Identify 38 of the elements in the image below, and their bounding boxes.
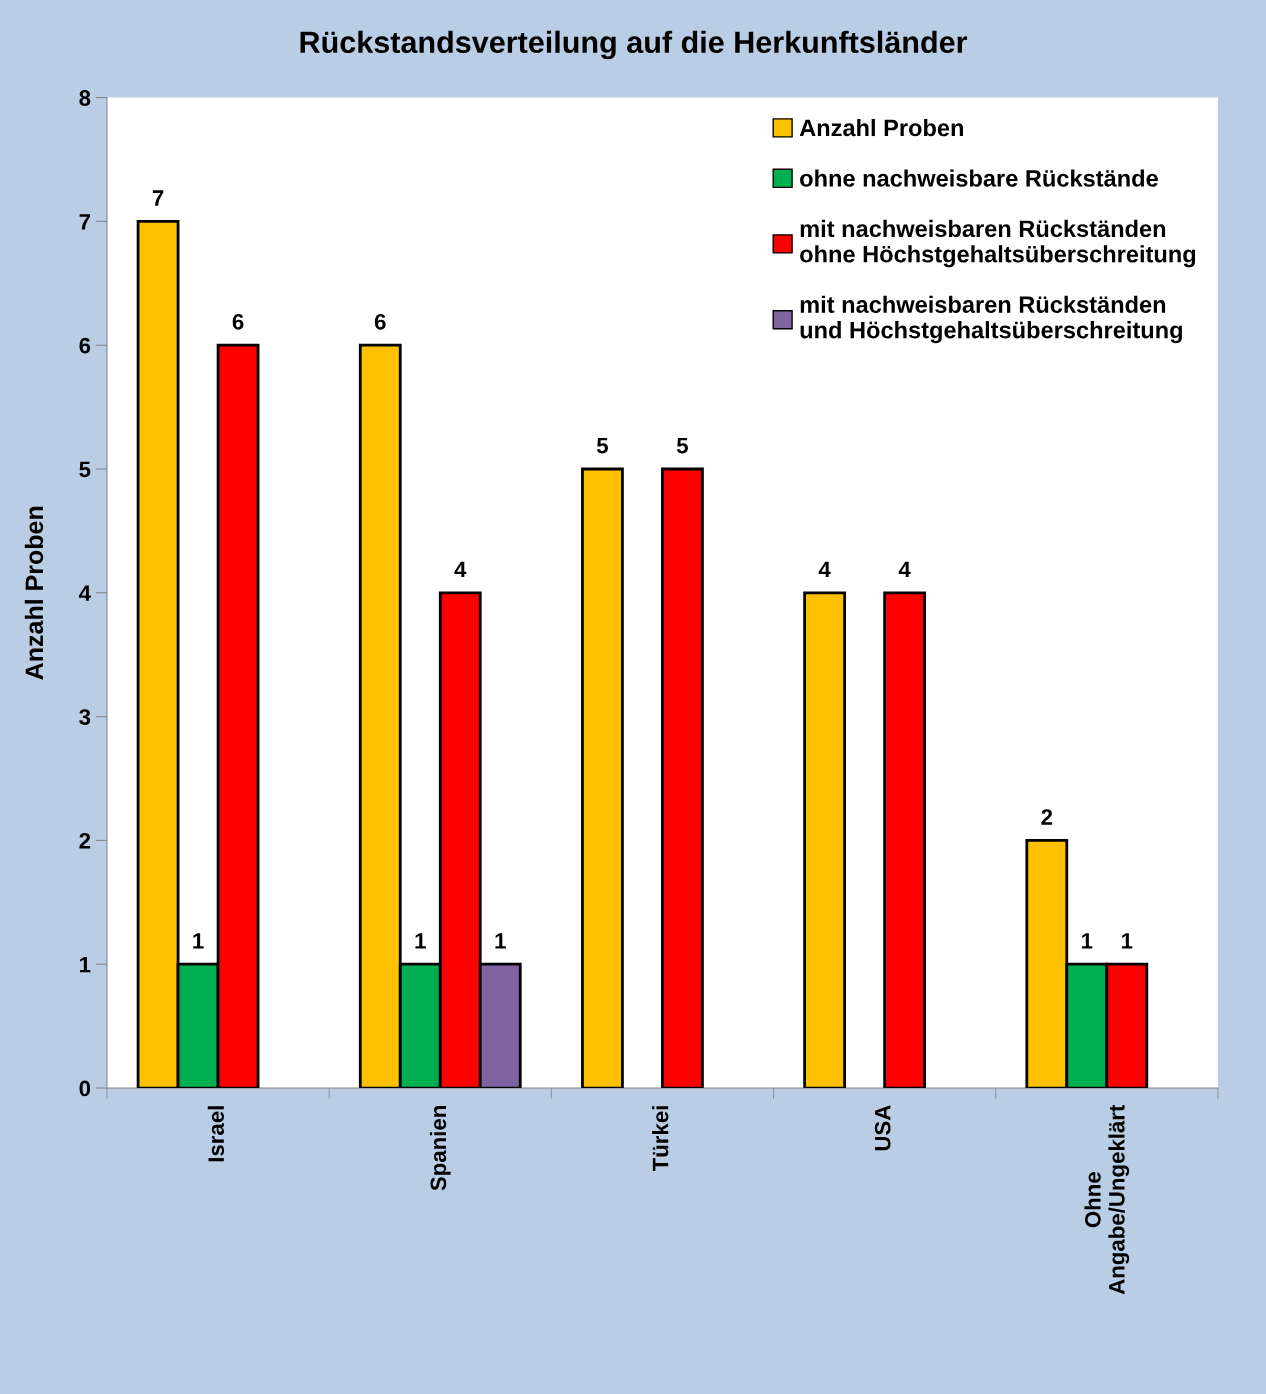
legend-label: ohne nachweisbare Rückstände bbox=[800, 169, 1158, 187]
chart-title: Rückstandsverteilung auf die Herkunftsländer bbox=[300, 30, 968, 60]
data-label: 4 bbox=[454, 561, 467, 578]
data-label: 4 bbox=[898, 561, 911, 578]
legend-label: mit nachweisbaren Rückständen ohne Höchstgehaltsüberschreitung bbox=[800, 219, 1196, 268]
bar bbox=[803, 591, 847, 1089]
y-tick-label: 4 bbox=[78, 585, 91, 601]
x-tick-label: Türkei bbox=[652, 1106, 669, 1172]
bar bbox=[581, 467, 624, 1089]
y-tick-label: 8 bbox=[79, 90, 91, 106]
x-tick-label: USA bbox=[874, 1105, 891, 1151]
bar bbox=[661, 467, 704, 1089]
y-tick-label: 6 bbox=[79, 337, 91, 354]
data-label: 1 bbox=[1082, 933, 1093, 949]
data-label: 2 bbox=[1041, 809, 1053, 825]
bar bbox=[883, 591, 926, 1089]
data-label: 6 bbox=[374, 313, 386, 330]
y-tick-label: 7 bbox=[79, 214, 91, 230]
data-label: 1 bbox=[495, 933, 506, 949]
data-label: 1 bbox=[415, 933, 426, 949]
y-tick-label: 2 bbox=[79, 832, 91, 849]
legend-label: Anzahl Proben bbox=[799, 118, 963, 137]
legend-label: mit nachweisbaren Rückständen und Höchstgehaltsüberschreitung bbox=[800, 295, 1182, 344]
data-label: 7 bbox=[152, 190, 164, 206]
x-tick-label: Israel bbox=[207, 1106, 225, 1162]
data-label: 5 bbox=[596, 437, 609, 454]
y-axis-title: Anzahl Proben bbox=[24, 506, 44, 680]
y-tick-label: 3 bbox=[79, 709, 91, 725]
x-tick-label: Ohne Angabe/Ungeklärt bbox=[1084, 1104, 1130, 1295]
x-tick-label: Spanien bbox=[429, 1106, 451, 1191]
y-tick-label: 0 bbox=[79, 1080, 91, 1097]
data-label: 4 bbox=[818, 561, 831, 578]
data-label: 1 bbox=[193, 933, 204, 949]
data-label: 5 bbox=[676, 437, 688, 454]
y-tick-label: 5 bbox=[79, 461, 91, 478]
data-label: 6 bbox=[232, 313, 244, 330]
data-label: 1 bbox=[1122, 933, 1133, 949]
y-tick-label: 1 bbox=[80, 956, 91, 973]
